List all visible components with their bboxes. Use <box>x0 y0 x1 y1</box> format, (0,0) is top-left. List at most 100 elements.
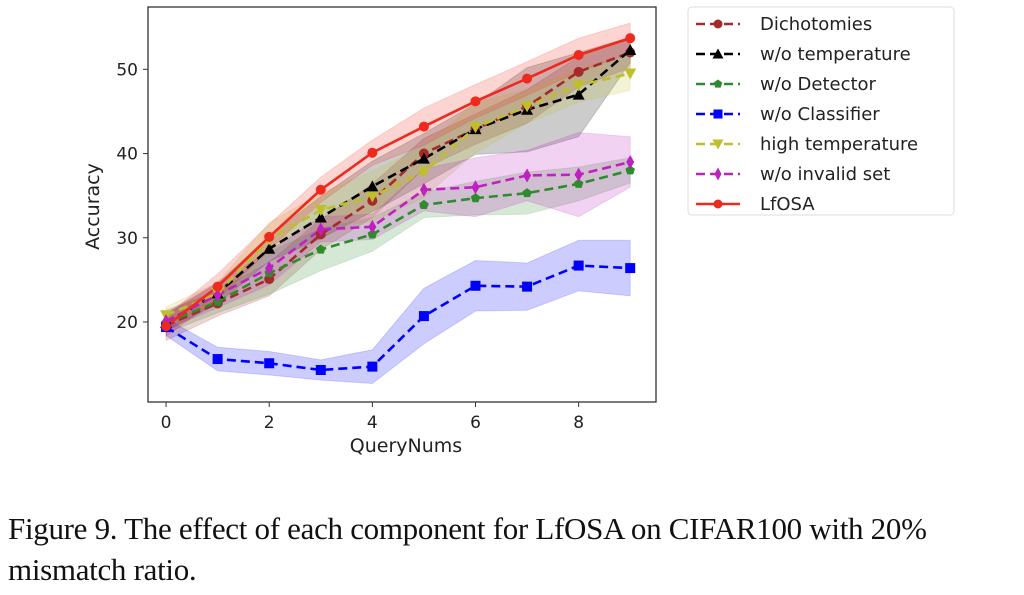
point-w-o-detector <box>419 199 429 209</box>
point-lfosa <box>161 321 172 332</box>
point-w-o-classifier <box>470 280 481 291</box>
band-w-o-invalid-set <box>165 131 631 331</box>
point-lfosa <box>264 231 275 242</box>
band-w-o-detector <box>165 157 631 334</box>
y-tick-label: 20 <box>116 313 138 333</box>
point-w-o-temperature <box>366 180 379 192</box>
legend-item-lfosa: LfOSA <box>696 194 815 215</box>
point-w-o-classifier <box>264 358 275 369</box>
legend-marker <box>712 139 724 150</box>
figure-caption: Figure 9. The effect of each component f… <box>8 511 927 587</box>
line-w-o-classifier <box>165 264 631 372</box>
series-markers <box>160 33 637 375</box>
legend-item-high-temperature: high temperature <box>696 134 918 155</box>
point-w-o-detector <box>316 244 326 254</box>
point-w-o-invalid-set <box>471 180 480 195</box>
legend-label: LfOSA <box>760 194 815 215</box>
point-w-o-invalid-set <box>574 167 583 182</box>
point-w-o-invalid-set <box>213 288 222 303</box>
legend-marker <box>713 199 723 209</box>
y-tick-label: 40 <box>116 145 138 165</box>
point-w-o-classifier <box>522 281 533 292</box>
x-axis-ticks: 0 2 4 6 8 <box>161 402 584 433</box>
line-w-o-temperature <box>165 48 632 324</box>
point-lfosa <box>315 184 326 195</box>
x-tick-label: 0 <box>161 413 172 433</box>
point-high-temperature <box>521 101 534 113</box>
legend-marker <box>713 109 723 119</box>
point-lfosa <box>573 50 584 61</box>
point-w-o-invalid-set <box>265 261 274 276</box>
band-w-o-classifier <box>165 239 631 384</box>
point-w-o-invalid-set <box>316 222 325 237</box>
point-w-o-detector <box>625 165 635 175</box>
legend-label: w/o Detector <box>760 74 877 95</box>
point-w-o-classifier <box>367 361 378 372</box>
legend-item-w-o-detector: w/o Detector <box>696 74 877 95</box>
point-lfosa <box>625 33 636 44</box>
legend-box <box>687 6 955 216</box>
chart: 0 2 4 6 8 20 30 40 50 QueryNums Accuracy Dichot… <box>82 6 955 457</box>
y-tick-label: 30 <box>116 229 138 249</box>
point-lfosa <box>212 281 223 292</box>
line-high-temperature <box>165 72 631 317</box>
point-w-o-classifier <box>625 263 636 274</box>
legend: Dichotomies w/o temperature w/o Detector w/… <box>687 6 955 216</box>
point-w-o-classifier <box>573 260 584 271</box>
line-w-o-detector <box>165 169 631 325</box>
point-high-temperature <box>469 122 482 134</box>
legend-marker <box>714 167 722 181</box>
point-w-o-invalid-set <box>368 219 377 234</box>
band-high-temperature <box>165 56 631 325</box>
point-w-o-invalid-set <box>523 168 532 183</box>
legend-label: high temperature <box>760 134 918 155</box>
plot-frame <box>147 6 657 403</box>
legend-label: w/o temperature <box>760 44 911 65</box>
point-high-temperature <box>624 68 637 80</box>
point-w-o-detector <box>573 178 584 188</box>
point-lfosa <box>367 147 378 158</box>
y-tick-label: 50 <box>116 60 138 80</box>
x-tick-label: 2 <box>264 413 275 433</box>
confidence-bands <box>165 22 631 384</box>
point-w-o-temperature <box>624 43 637 55</box>
point-w-o-temperature <box>314 211 327 223</box>
legend-marker <box>713 79 723 88</box>
point-dichotomies <box>573 66 584 77</box>
point-w-o-temperature <box>572 88 585 100</box>
point-lfosa <box>470 96 481 107</box>
line-dichotomies <box>165 51 631 327</box>
point-high-temperature <box>572 80 585 92</box>
y-axis-label: Accuracy <box>82 163 104 250</box>
point-w-o-detector <box>367 229 378 239</box>
point-w-o-invalid-set <box>419 182 428 197</box>
point-w-o-detector <box>470 193 481 203</box>
x-tick-label: 6 <box>470 413 481 433</box>
point-high-temperature <box>314 204 327 216</box>
legend-label: w/o Classifier <box>760 104 880 125</box>
legend-label: Dichotomies <box>760 14 872 35</box>
legend-item-dichotomies: Dichotomies <box>696 14 872 35</box>
point-w-o-classifier <box>315 364 326 375</box>
legend-item-w-o-temperature: w/o temperature <box>696 44 911 65</box>
x-axis-label: QueryNums <box>350 435 462 457</box>
legend-marker <box>712 48 724 59</box>
point-w-o-temperature <box>263 242 276 254</box>
point-w-o-detector <box>522 188 532 198</box>
point-high-temperature <box>366 191 379 203</box>
point-lfosa <box>418 121 429 132</box>
legend-item-w-o-invalid-set: w/o invalid set <box>696 164 890 185</box>
point-w-o-classifier <box>212 354 223 365</box>
line-lfosa <box>165 36 631 328</box>
legend-marker <box>713 19 723 29</box>
point-high-temperature <box>417 167 430 179</box>
y-axis-ticks: 20 30 40 50 <box>116 60 148 333</box>
line-w-o-invalid-set <box>165 160 631 323</box>
point-w-o-invalid-set <box>626 154 635 169</box>
x-tick-label: 8 <box>573 413 584 433</box>
legend-item-w-o-classifier: w/o Classifier <box>696 104 880 125</box>
point-w-o-temperature <box>417 152 430 164</box>
series-lines <box>165 36 632 372</box>
point-w-o-classifier <box>418 311 429 322</box>
point-lfosa <box>522 73 533 84</box>
